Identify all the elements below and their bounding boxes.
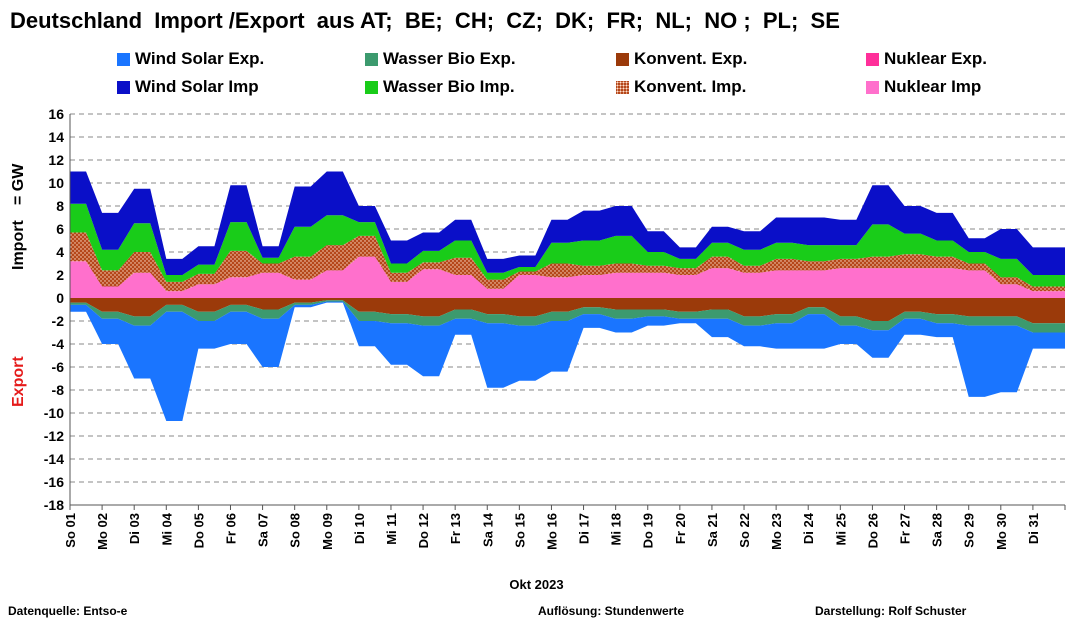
y-tick-label: 10 [48,175,64,191]
legend-label: Wind Solar Exp. [135,49,265,68]
x-tick-label: So 08 [288,513,303,548]
legend-label: Nuklear Exp. [884,49,987,68]
plot-areas [70,171,1065,422]
y-tick-label: -16 [44,474,64,490]
legend-swatch [117,52,130,66]
legend-item: Konvent. Exp. [616,49,747,69]
x-tick-label: Mi 11 [384,513,399,545]
legend-item: Wind Solar Imp [117,77,259,97]
y-tick-label: -12 [44,428,64,444]
legend-item: Nuklear Exp. [866,49,987,69]
y-tick-label: -6 [52,359,65,375]
y-tick-label: -8 [52,382,65,398]
footer-source: Datenquelle: Entso-e [8,604,128,618]
x-tick-label: Di 24 [801,512,816,544]
y-tick-label: 6 [56,221,64,237]
x-tick-label: So 29 [962,513,977,548]
y-label-unit: = GW [10,163,27,205]
x-tick-label: Mo 16 [544,513,559,550]
y-tick-label: -10 [44,405,64,421]
y-tick-label: -14 [44,451,64,467]
x-tick-label: Mo 23 [769,513,784,550]
x-tick-label: Fr 20 [673,513,688,544]
x-tick-label: Sa 14 [480,512,495,547]
x-tick-label: Do 12 [416,513,431,548]
x-tick-label: Fr 06 [223,513,238,544]
y-tick-label: -4 [52,336,65,352]
y-label-import: Import [10,220,27,270]
y-label-export: Export [10,356,27,407]
x-tick-label: Mi 18 [609,513,624,546]
x-tick-label: Do 05 [191,513,206,548]
legend-swatch [866,52,879,66]
legend-label: Konvent. Exp. [634,49,748,68]
x-tick-label: Mo 09 [320,513,335,550]
legend-swatch [365,80,378,94]
x-tick-label: Sa 21 [705,513,720,547]
x-tick-label: Di 10 [352,513,367,544]
legend-label: Wasser Bio Exp. [383,49,516,68]
legend-label: Nuklear Imp [884,77,982,96]
y-axis-labels: Import = GW Export [10,163,27,407]
legend-swatch [866,80,879,94]
x-tick-label: Mi 25 [833,513,848,546]
legend-label: Wind Solar Imp [135,77,259,96]
y-tick-labels: 16 14 12 10 8 6 4 2 0 -2 -4 -6 -8 -10 -12 -14 -16 -18 [44,106,64,513]
legend-swatch [616,52,629,66]
legend-swatch [117,80,130,94]
import-area-konvent-imp [70,232,1065,292]
legend-item: Wind Solar Exp. [117,49,264,69]
x-tick-label: Di 31 [1026,513,1041,544]
legend-item: Wasser Bio Exp. [365,49,516,69]
y-tick-label: 12 [48,152,64,168]
x-tick-labels: So 01 Mo 02 Di 03 Mi 04 Do 05 Fr 06 Sa 07 So 08… [63,512,1041,550]
x-tick-label: Do 26 [865,513,880,548]
x-tick-label: Mo 02 [95,513,110,550]
x-tick-label: So 15 [512,513,527,548]
x-tick-label: Sa 28 [930,513,945,547]
export-area-konvent-exp [70,298,1065,324]
x-tick-label: So 22 [737,513,752,548]
y-tick-label: 4 [56,244,64,260]
import-area-wasser-bio-imp [70,203,1065,287]
x-tick-label: Fr 27 [898,513,913,544]
y-tick-label: 0 [56,290,64,306]
y-tick-label: 8 [56,198,64,214]
x-tick-label: Do 19 [641,513,656,548]
x-tick-label: Fr 13 [448,513,463,544]
legend-swatch [365,52,378,66]
chart-title: Deutschland Import /Export aus AT; BE; C… [10,8,840,33]
x-tick-label: Mi 04 [159,512,174,545]
y-tick-label: -18 [44,497,64,513]
x-tick-label: So 01 [63,513,78,548]
y-tick-label: 16 [48,106,64,122]
export-area-wasser-bio-exp [70,300,1065,333]
y-tick-label: 2 [56,267,64,283]
legend-item: Nuklear Imp [866,77,981,97]
y-tick-label: 14 [48,129,64,145]
legend-item: Konvent. Imp. [616,77,746,97]
footer-resolution: Auflösung: Stundenwerte [538,604,684,618]
legend-swatch [616,80,629,94]
legend-label: Konvent. Imp. [634,77,747,96]
x-tick-label: Sa 07 [256,513,271,547]
x-tick-label: Mo 30 [994,513,1009,550]
x-axis-title: Okt 2023 [509,577,564,592]
axes [69,114,1066,510]
import-area-wind-solar-imp [70,171,1065,275]
x-tick-label: Di 17 [577,513,592,544]
export-area-wind-solar-exp [70,301,1065,422]
y-tick-label: -2 [52,313,65,329]
footer-author: Darstellung: Rolf Schuster [815,604,967,618]
legend-item: Wasser Bio Imp. [365,77,515,97]
x-tick-label: Di 03 [127,513,142,544]
legend-label: Wasser Bio Imp. [383,77,515,96]
